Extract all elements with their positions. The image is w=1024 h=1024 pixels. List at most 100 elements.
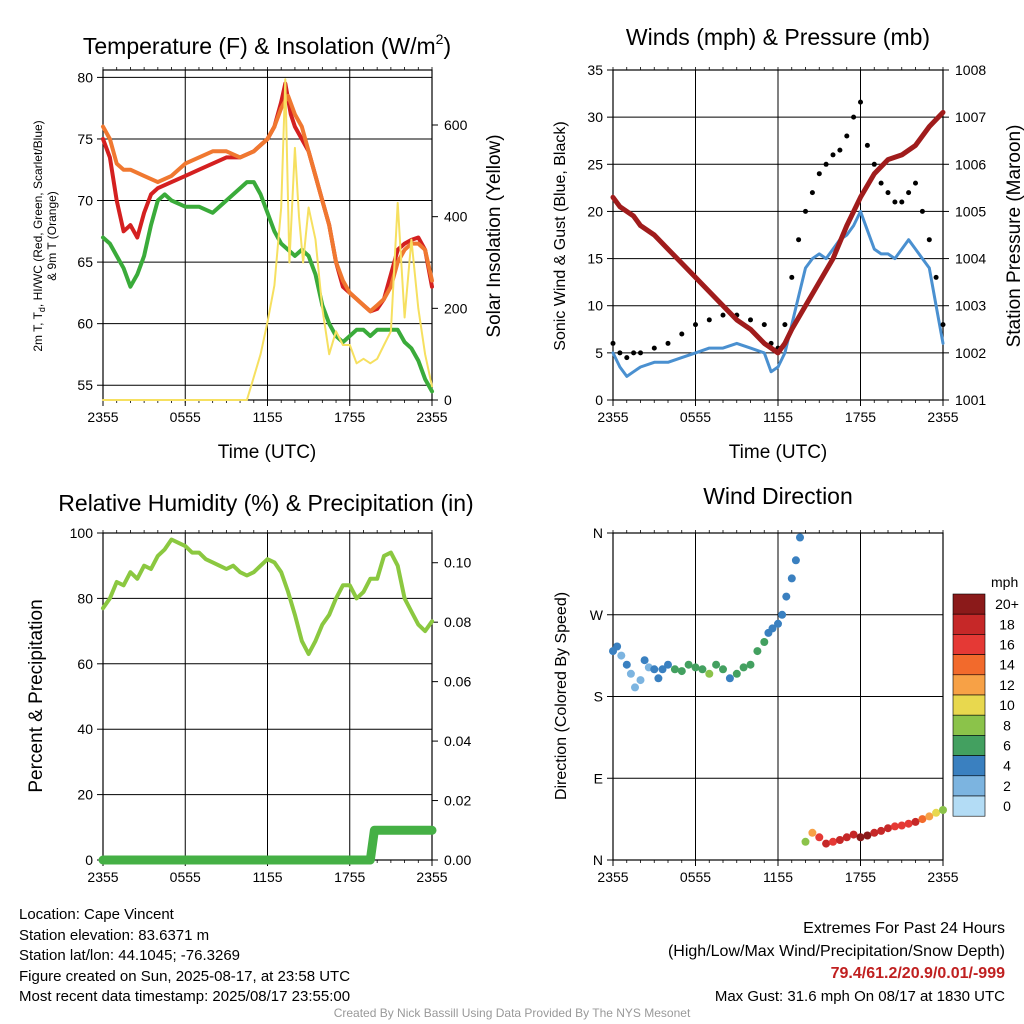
colorbar-swatch [952,674,986,696]
station-location: Location: Cape Vincent [19,906,174,923]
colorbar-label: 0 [1003,798,1011,814]
y-tick-label: 5 [595,345,603,361]
direction-point [677,667,686,676]
extremes-block: Extremes For Past 24 Hours (High/Low/Max… [668,918,1005,1008]
direction-point [719,665,727,674]
gust-point [878,180,884,186]
y-tick-label: E [594,770,603,786]
direction-point [712,660,721,669]
humidity-panel: Relative Humidity (%) & Precipitation (i… [26,490,474,885]
direction-point [932,808,941,817]
series-td [101,180,434,394]
temperature-xlabel: Time (UTC) [218,442,317,463]
direction-point [725,674,734,683]
colorbar-label: 18 [999,616,1015,632]
gust-point [638,350,643,356]
y-tick-label: N [593,852,603,868]
y-tick-label: 15 [587,251,603,267]
series-precipitation [98,825,437,865]
x-tick-label: 1755 [845,869,876,885]
direction-point [768,624,777,633]
gust-point [864,142,870,148]
x-tick-label: 1755 [845,409,876,425]
gust-point [803,208,808,214]
y2-tick-label: 600 [444,117,468,133]
direction-point [650,665,659,674]
gust-point [720,312,726,318]
colorbar-swatch [952,593,986,615]
y-tick-label: 0 [595,392,603,408]
gust-point [665,340,671,346]
y2-tick-label: 0.02 [444,793,471,809]
gust-point [809,190,815,196]
x-tick-label: 2355 [597,869,628,885]
y2-tick-label: 0.08 [444,614,471,630]
gust-point [899,199,905,205]
direction-point [691,663,700,672]
direction-point [774,619,782,628]
winds-title: Winds (mph) & Pressure (mb) [626,24,930,50]
direction-point [877,826,886,835]
colorbar-label: 10 [999,697,1015,713]
y2-tick-label: 1001 [955,392,986,408]
colorbar-label: 14 [999,657,1015,673]
y2-tick-label: 0.00 [444,852,471,868]
colorbar-label: 8 [1003,717,1011,733]
y2-tick-label: 0.04 [444,733,471,749]
colorbar-swatch [952,795,986,817]
direction-point [791,556,800,565]
gust-point [823,161,829,167]
colorbar-swatch [952,654,986,676]
x-tick-label: 2355 [416,869,447,885]
x-tick-label: 1155 [763,409,793,425]
direction-point [684,660,693,669]
direction-point [787,574,796,583]
direction-point [801,837,810,846]
direction-point [753,647,762,656]
temperature-ylabel-right: Solar Insolation (Yellow) [484,134,505,337]
y-tick-label: S [594,689,603,705]
direction-point [925,812,934,821]
plot-frame [612,532,944,861]
y-tick-label: 10 [587,298,603,314]
direction-point [856,833,865,842]
y2-tick-label: 1004 [955,251,986,267]
colorbar-label: 20+ [995,596,1019,612]
gust-point [617,350,623,356]
extremes-values: 79.4/61.2/20.9/0.01/-999 [830,965,1005,982]
y-tick-label: 40 [77,721,93,737]
x-tick-label: 0555 [680,409,711,425]
gust-point [940,322,946,328]
colorbar-label: 2 [1003,778,1011,794]
direction-point [631,683,639,692]
y2-tick-label: 1005 [955,203,986,219]
y-tick-label: 0 [85,852,93,868]
station-latlon: Station lat/lon: 44.1045; -76.3269 [19,947,241,964]
direction-point [918,815,927,824]
direction-point [815,833,824,842]
series-relative-humidity [101,537,434,656]
y-tick-label: 20 [77,787,93,803]
x-tick-label: 1155 [252,869,282,885]
gust-point [844,133,850,139]
direction-point [658,665,667,674]
x-tick-label: 0555 [680,869,711,885]
direction-point [654,674,663,683]
series-solar-insolation [102,78,433,401]
gust-point [761,322,767,328]
gust-point [851,114,857,120]
direction-point [808,828,817,837]
temperature-ylabel-line2: & 9m T (Orange) [45,191,59,281]
y-tick-label: 80 [77,69,93,85]
direction-panel: Wind Direction Direction (Colored By Spe… [553,483,1019,885]
temperature-ylabel: 2m T, Td, HI/WC (Red, Green, Scarlet/Blu… [31,120,47,351]
gust-point [693,322,698,328]
winds-ylabel-right: Station Pressure (Maroon) [1004,125,1024,348]
gust-point [913,180,918,186]
gust-point [906,190,912,196]
x-tick-label: 1755 [334,409,365,425]
gust-point [748,317,753,323]
gust-point [679,331,685,337]
y2-tick-label: 1002 [955,345,986,361]
